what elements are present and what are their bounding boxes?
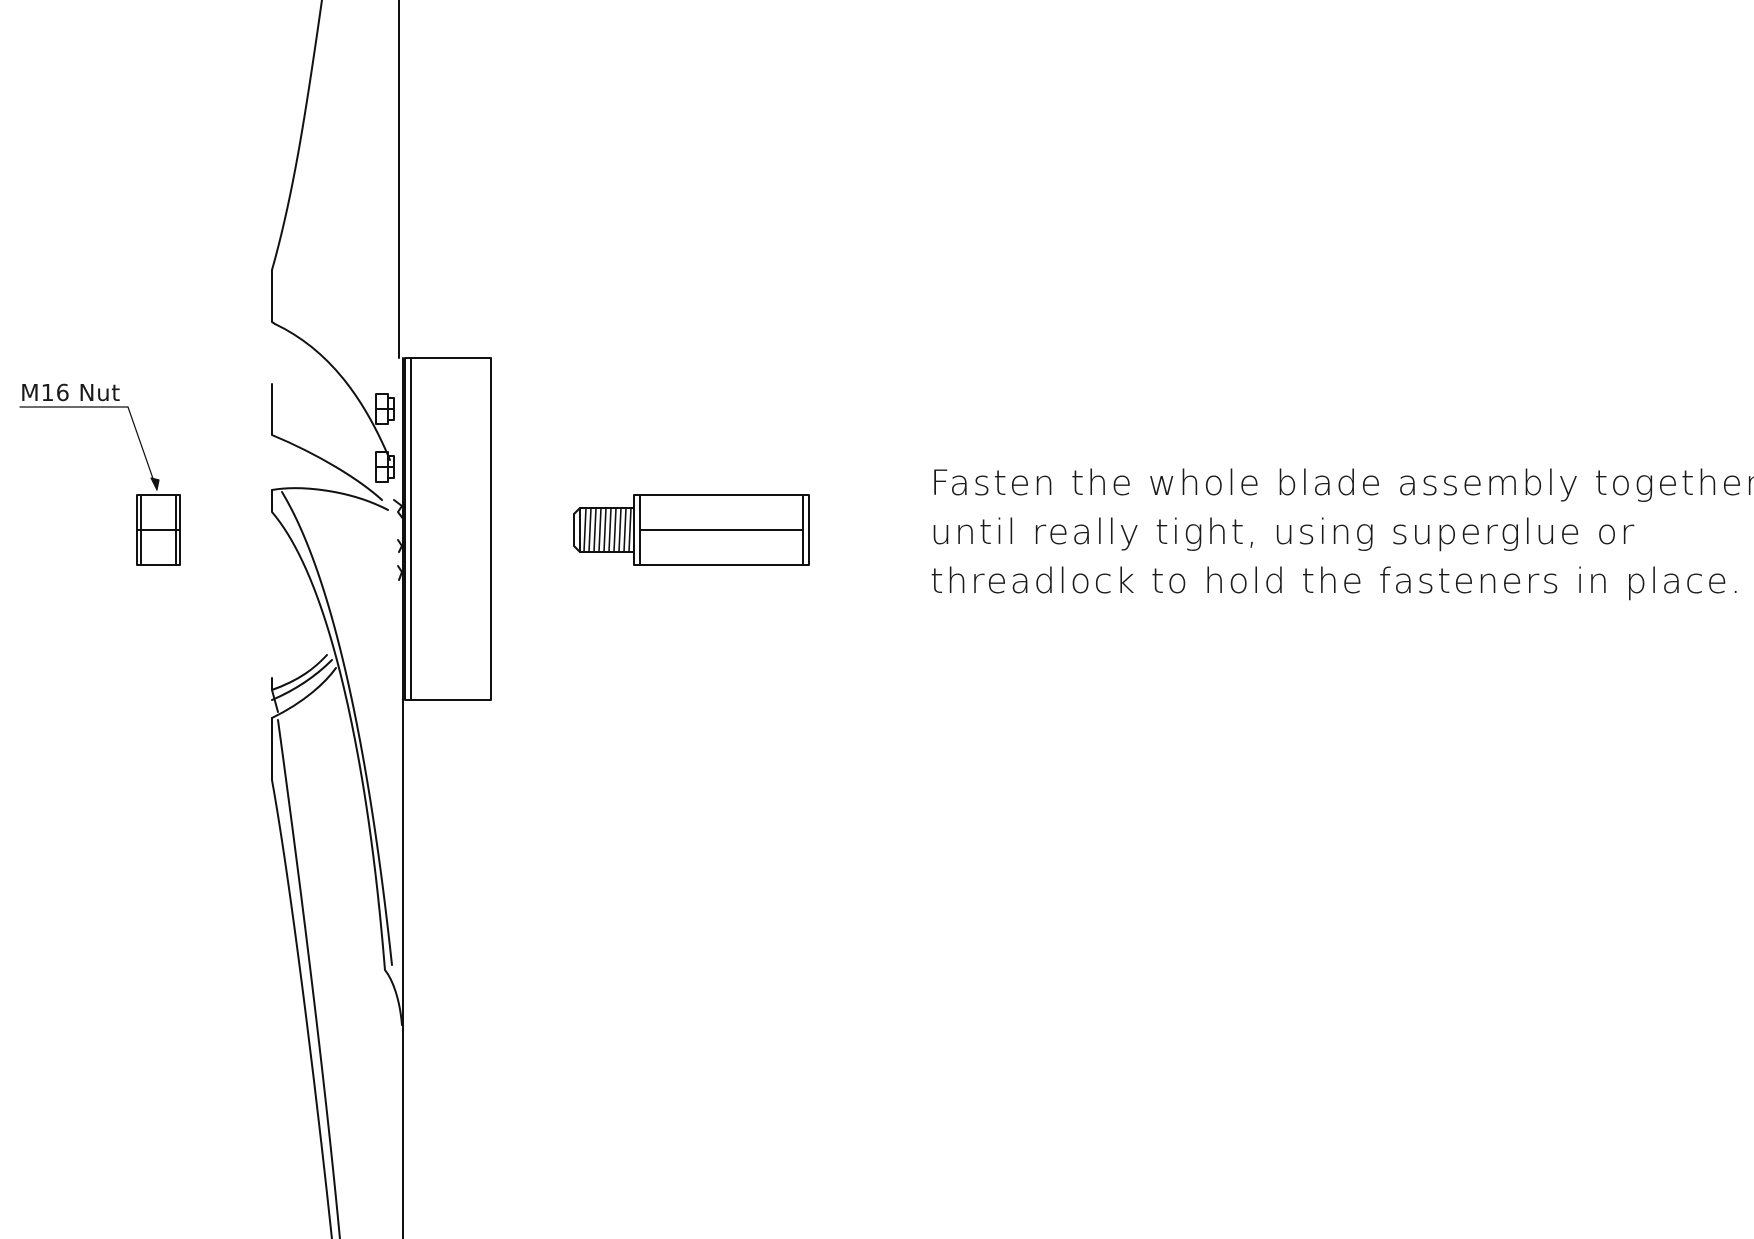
hub-block-icon [405, 358, 491, 700]
flange-nut-lower-icon [376, 452, 394, 482]
leader-line [20, 407, 159, 490]
instruction-line: until really tight, using superglue or [930, 513, 1637, 553]
instruction-line: Fasten the whole blade assembly together… [930, 464, 1754, 504]
flange-nut-upper-icon [376, 394, 394, 424]
instruction-text: Fasten the whole blade assembly together… [930, 460, 1754, 607]
washer-stack-icon [394, 500, 404, 580]
blade-icon [272, 0, 402, 1239]
part-callout-label: M16 Nut [20, 381, 121, 407]
shaft-line [399, 0, 403, 1239]
threaded-standoff-icon [574, 495, 809, 565]
instruction-line: threadlock to hold the fasteners in plac… [930, 562, 1744, 602]
hex-nut-icon [137, 495, 180, 565]
